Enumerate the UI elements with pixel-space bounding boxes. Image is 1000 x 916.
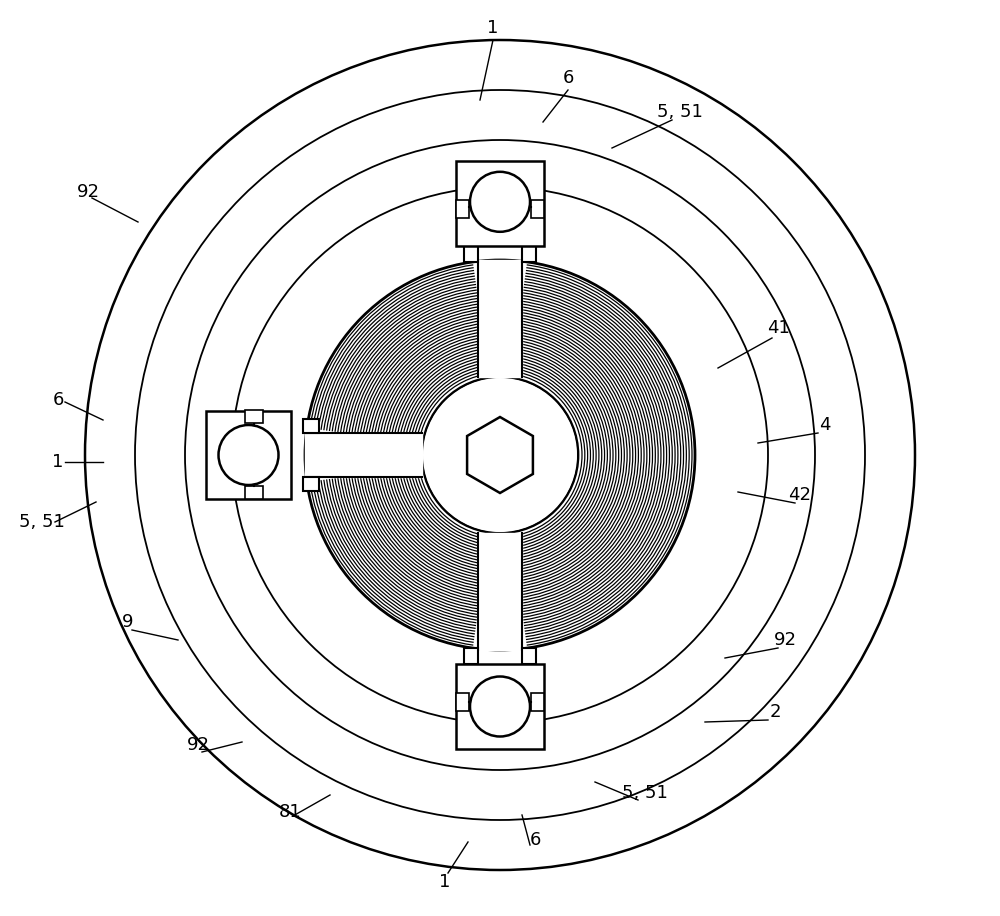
Bar xyxy=(456,161,544,246)
Polygon shape xyxy=(467,417,533,493)
Circle shape xyxy=(308,263,692,647)
Text: 6: 6 xyxy=(562,69,574,87)
Text: 6: 6 xyxy=(52,391,64,409)
Bar xyxy=(244,486,262,499)
Bar xyxy=(464,648,478,664)
Text: 41: 41 xyxy=(767,319,789,337)
Text: 5, 51: 5, 51 xyxy=(19,513,65,531)
Bar xyxy=(305,433,422,477)
Bar xyxy=(303,477,319,491)
Bar xyxy=(456,692,469,711)
Bar xyxy=(531,200,544,217)
Bar xyxy=(531,692,544,711)
Text: 2: 2 xyxy=(769,703,781,721)
Text: 81: 81 xyxy=(279,803,301,821)
Text: 42: 42 xyxy=(788,486,812,504)
Text: 92: 92 xyxy=(186,736,210,754)
Bar xyxy=(464,246,478,262)
Text: 92: 92 xyxy=(76,183,100,201)
Bar xyxy=(244,410,262,423)
Text: 9: 9 xyxy=(122,613,134,631)
Text: 5, 51: 5, 51 xyxy=(657,103,703,121)
Text: 92: 92 xyxy=(774,631,796,649)
Text: 6: 6 xyxy=(529,831,541,849)
Text: 1: 1 xyxy=(52,453,64,471)
Text: 5, 51: 5, 51 xyxy=(622,784,668,802)
Text: 1: 1 xyxy=(439,873,451,891)
Bar xyxy=(456,200,469,217)
Bar xyxy=(478,533,522,650)
Bar xyxy=(522,648,536,664)
Text: 1: 1 xyxy=(487,19,499,37)
Circle shape xyxy=(423,378,577,532)
Bar xyxy=(303,419,319,433)
Text: 4: 4 xyxy=(819,416,831,434)
Circle shape xyxy=(422,377,578,533)
Bar xyxy=(456,664,544,749)
Bar xyxy=(478,260,522,377)
Bar xyxy=(522,246,536,262)
Bar xyxy=(206,411,291,499)
